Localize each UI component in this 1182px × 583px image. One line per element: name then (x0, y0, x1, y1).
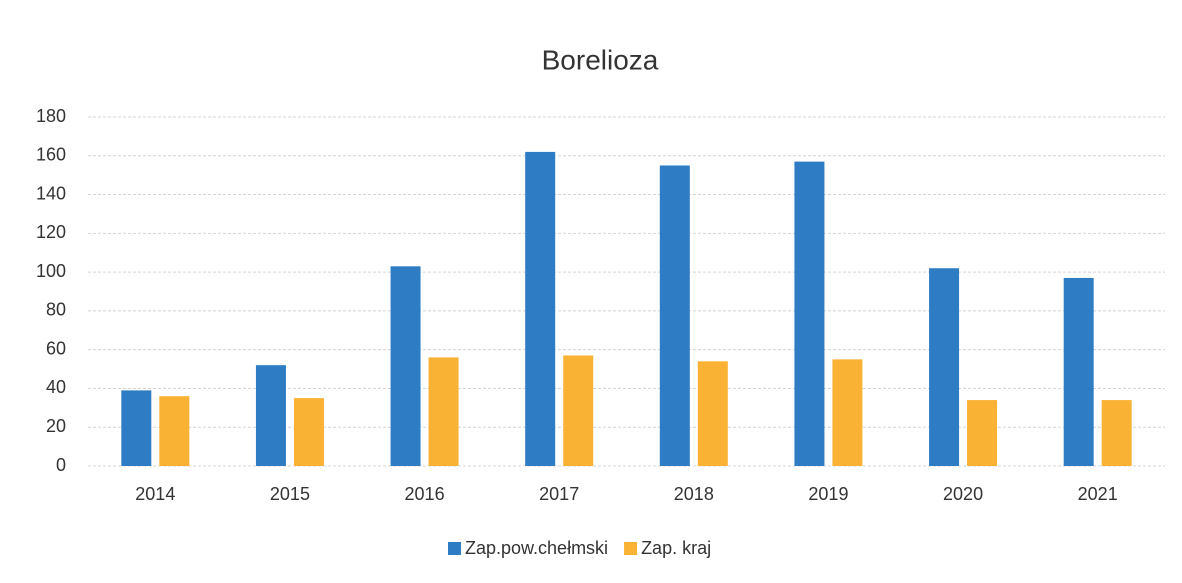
bar (255, 365, 286, 466)
y-tick-label: 180 (36, 106, 66, 126)
y-tick-label: 60 (46, 338, 66, 358)
x-tick-label: 2017 (539, 484, 579, 504)
bar (390, 266, 421, 466)
x-tick-label: 2018 (674, 484, 714, 504)
bar (525, 151, 556, 466)
x-tick-label: 2014 (135, 484, 175, 504)
bar (659, 165, 690, 466)
y-tick-label: 40 (46, 377, 66, 397)
x-tick-label: 2021 (1078, 484, 1118, 504)
bar (1063, 277, 1094, 466)
legend-swatch (448, 542, 461, 555)
x-tick-label: 2015 (270, 484, 310, 504)
x-tick-label: 2016 (405, 484, 445, 504)
bar (832, 359, 863, 466)
y-tick-label: 100 (36, 261, 66, 281)
y-tick-label: 120 (36, 222, 66, 242)
x-tick-label: 2020 (943, 484, 983, 504)
y-tick-label: 20 (46, 416, 66, 436)
legend-swatch (624, 542, 638, 555)
bar (1101, 400, 1132, 466)
bar (697, 361, 728, 466)
bar (794, 161, 825, 466)
bar (563, 355, 594, 466)
y-tick-label: 160 (36, 145, 66, 165)
chart-title: Borelioza (542, 44, 659, 75)
y-tick-label: 80 (46, 300, 66, 320)
legend-label: Zap.pow.chełmski (465, 538, 608, 558)
bar (293, 398, 324, 466)
legend-label: Zap. kraj (641, 538, 711, 558)
bar (428, 357, 459, 466)
bar (159, 396, 190, 466)
x-tick-label: 2019 (808, 484, 848, 504)
y-tick-label: 140 (36, 183, 66, 203)
bar (121, 390, 152, 466)
y-tick-label: 0 (56, 455, 66, 475)
bar (967, 400, 998, 466)
bar (929, 268, 960, 466)
